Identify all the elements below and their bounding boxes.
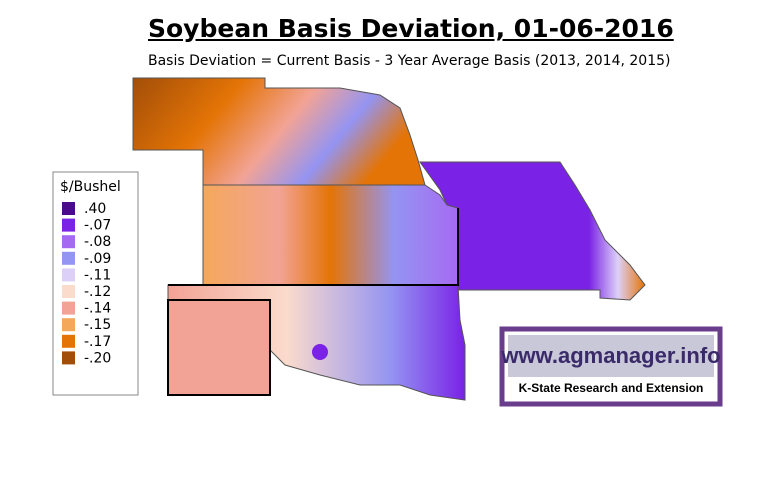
legend-swatch (62, 301, 75, 315)
legend-swatch (62, 235, 75, 249)
legend-label: -.14 (84, 301, 111, 317)
legend-label: -.09 (84, 251, 111, 267)
legend-label: .40 (84, 201, 106, 217)
legend-items: .40-.07-.08-.09-.11-.12-.14-.15-.17-.20 (62, 201, 111, 366)
subtitle: Basis Deviation = Current Basis - 3 Year… (148, 53, 671, 69)
legend-swatch (62, 318, 75, 332)
legend-swatch (62, 251, 75, 265)
missouri (419, 161, 646, 301)
legend-title: $/Bushel (60, 179, 121, 195)
legend-label: -.07 (84, 218, 111, 234)
legend-label: -.12 (84, 284, 111, 300)
hotspot (312, 344, 328, 360)
logo-banner (508, 335, 714, 377)
title: Soybean Basis Deviation, 01-06-2016 (148, 14, 674, 43)
nebraska (132, 77, 426, 186)
legend-swatch (62, 351, 75, 365)
legend-swatch (62, 218, 75, 232)
legend-label: -.11 (84, 267, 111, 283)
legend-label: -.08 (84, 234, 111, 250)
state-borders (168, 208, 459, 286)
texas-panhandle (167, 299, 271, 396)
kansas (202, 184, 459, 286)
legend-swatch (62, 334, 75, 348)
legend-label: -.20 (84, 350, 111, 366)
legend-swatch (62, 268, 75, 282)
legend-swatch (62, 285, 75, 298)
legend-swatch (62, 202, 75, 215)
logo-url: www.agmanager.info (500, 343, 720, 368)
legend-label: -.15 (84, 317, 111, 333)
logo-org: K-State Research and Extension (519, 381, 704, 395)
legend-label: -.17 (84, 334, 111, 350)
